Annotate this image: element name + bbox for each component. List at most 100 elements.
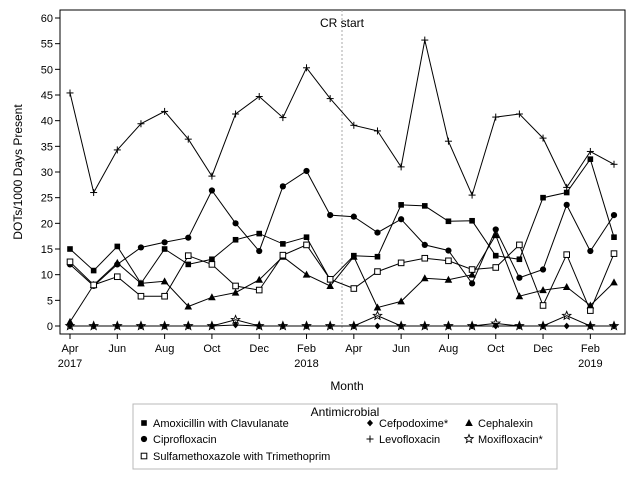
data-point-sulfamethoxazole-with-trimethoprim	[66, 258, 74, 266]
series-line-cephalexin	[69, 233, 615, 323]
data-point-ciprofloxacin	[468, 280, 476, 287]
data-point-amoxicillin-with-clavulanate	[256, 230, 263, 237]
x-tick-label: Aug	[439, 343, 459, 355]
series-line-levofloxacin	[69, 39, 615, 197]
data-point-amoxicillin-with-clavulanate	[280, 241, 286, 247]
x-tick-year-label: 2019	[578, 358, 602, 370]
data-point-cephalexin	[397, 297, 405, 305]
y-tick-label: 25	[41, 193, 53, 205]
x-tick-label: Oct	[487, 343, 504, 355]
y-tick-label: 20	[41, 218, 53, 230]
data-point-cephalexin	[137, 279, 145, 287]
data-point-levofloxacin	[326, 95, 334, 103]
legend-box	[132, 403, 558, 470]
data-point-levofloxacin	[90, 189, 98, 197]
data-point-levofloxacin	[539, 134, 547, 142]
data-point-ciprofloxacin	[185, 234, 192, 241]
x-tick-label: Oct	[203, 343, 220, 355]
data-point-levofloxacin	[515, 110, 523, 118]
data-point-moxifloxacin	[182, 320, 194, 331]
data-point-cephalexin	[255, 275, 264, 283]
legend-entry-sulfamethoxazole-with-trimethoprim: Sulfamethoxazole with Trimethoprim	[140, 451, 330, 463]
data-point-amoxicillin-with-clavulanate	[114, 243, 121, 250]
data-point-ciprofloxacin	[350, 213, 357, 220]
legend-label-amoxicillin-with-clavulanate: Amoxicillin with Clavulanate	[153, 418, 289, 430]
data-point-amoxicillin-with-clavulanate	[611, 234, 617, 240]
legend-marker-cephalexin	[465, 419, 473, 426]
series-levofloxacin	[66, 36, 618, 199]
data-point-cephalexin	[160, 277, 169, 285]
data-point-amoxicillin-with-clavulanate	[374, 253, 381, 260]
data-point-levofloxacin	[563, 183, 571, 191]
y-tick-label: 45	[41, 90, 53, 102]
data-point-cefpodoxime	[492, 322, 499, 330]
data-point-sulfamethoxazole-with-trimethoprim	[421, 254, 429, 262]
data-point-sulfamethoxazole-with-trimethoprim	[184, 252, 192, 259]
series-sulfamethoxazole-with-trimethoprim	[66, 241, 618, 314]
legend-title: Antimicrobial	[311, 405, 380, 419]
x-tick-label: Apr	[345, 343, 362, 355]
data-point-amoxicillin-with-clavulanate	[469, 217, 475, 224]
series-moxifloxacin	[64, 310, 620, 331]
data-point-moxifloxacin	[561, 310, 573, 321]
y-axis-title: DOTs/1000 Days Present	[11, 104, 25, 240]
data-point-levofloxacin	[350, 121, 358, 129]
data-point-levofloxacin	[610, 160, 618, 168]
data-point-cephalexin	[610, 278, 618, 286]
data-point-levofloxacin	[421, 36, 429, 44]
data-point-ciprofloxacin	[445, 247, 452, 254]
legend-label-moxifloxacin: Moxifloxacin*	[478, 434, 544, 446]
y-tick-label: 5	[47, 295, 53, 307]
data-point-amoxicillin-with-clavulanate	[209, 256, 215, 263]
data-point-amoxicillin-with-clavulanate	[398, 202, 404, 208]
data-point-moxifloxacin	[514, 320, 525, 331]
data-point-cephalexin	[373, 303, 382, 311]
data-point-amoxicillin-with-clavulanate	[540, 194, 546, 201]
data-point-amoxicillin-with-clavulanate	[445, 218, 452, 225]
y-tick-label: 0	[47, 321, 53, 333]
data-point-moxifloxacin	[277, 320, 289, 331]
x-tick-year-label: 2017	[58, 358, 82, 370]
data-point-sulfamethoxazole-with-trimethoprim	[255, 286, 263, 294]
legend-marker-ciprofloxacin	[140, 435, 148, 443]
data-point-moxifloxacin	[537, 320, 549, 331]
cr-start-label: CR start	[320, 16, 365, 30]
data-point-moxifloxacin	[348, 320, 360, 331]
data-point-cefpodoxime	[232, 321, 239, 329]
data-point-sulfamethoxazole-with-trimethoprim	[114, 273, 121, 281]
data-point-amoxicillin-with-clavulanate	[587, 156, 594, 162]
data-point-ciprofloxacin	[421, 241, 428, 248]
legend-entry-ciprofloxacin: Ciprofloxacin	[140, 434, 217, 446]
series-line-sulfamethoxazole-with-trimethoprim	[69, 244, 615, 312]
legend-marker-cefpodoxime	[367, 419, 373, 427]
data-point-levofloxacin	[137, 120, 145, 128]
data-point-levofloxacin	[586, 147, 594, 155]
legend-label-levofloxacin: Levofloxacin	[379, 434, 440, 446]
data-point-cephalexin	[208, 293, 216, 301]
data-point-levofloxacin	[232, 110, 240, 118]
data-point-sulfamethoxazole-with-trimethoprim	[279, 251, 287, 259]
y-tick-label: 35	[41, 141, 53, 153]
data-point-moxifloxacin	[88, 320, 100, 331]
y-tick-label: 50	[41, 64, 53, 76]
data-point-moxifloxacin	[206, 320, 218, 331]
y-tick-label: 60	[41, 13, 53, 25]
legend-entry-amoxicillin-with-clavulanate: Amoxicillin with Clavulanate	[141, 418, 289, 430]
x-tick-label: Feb	[581, 343, 600, 355]
x-tick-label: Jun	[108, 343, 126, 355]
data-point-ciprofloxacin	[563, 201, 570, 208]
data-point-moxifloxacin	[135, 320, 147, 331]
data-point-ciprofloxacin	[161, 239, 168, 246]
data-point-ciprofloxacin	[303, 167, 310, 175]
data-point-cephalexin	[184, 302, 193, 310]
data-point-moxifloxacin	[584, 320, 596, 331]
data-point-cefpodoxime	[374, 322, 381, 330]
data-point-moxifloxacin	[230, 314, 241, 325]
y-tick-label: 55	[41, 39, 53, 51]
legend-label-ciprofloxacin: Ciprofloxacin	[153, 434, 217, 446]
series-layer	[64, 36, 620, 331]
data-point-levofloxacin	[208, 172, 216, 180]
legend-entry-cefpodoxime: Cefpodoxime*	[367, 418, 449, 430]
data-point-levofloxacin	[279, 114, 287, 122]
